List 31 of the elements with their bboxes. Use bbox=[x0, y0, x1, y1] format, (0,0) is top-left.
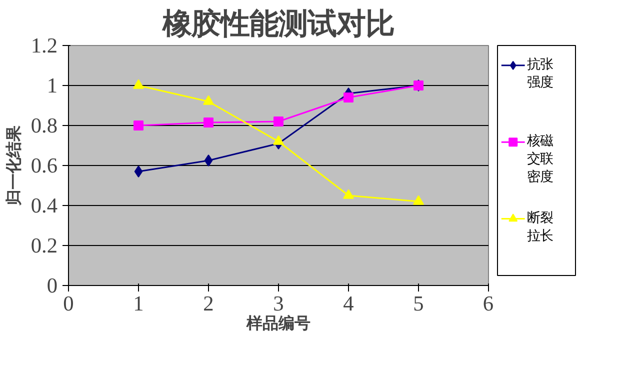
legend-label: 核磁交联密度 bbox=[526, 134, 554, 186]
x-tick-label: 5 bbox=[413, 292, 424, 316]
y-tick-label: 0.6 bbox=[30, 154, 58, 178]
y-tick-label: 0.2 bbox=[30, 234, 58, 258]
x-tick-label: 3 bbox=[273, 292, 284, 316]
point bbox=[134, 166, 143, 178]
point bbox=[344, 92, 354, 102]
y-tick-label: 1.2 bbox=[30, 34, 58, 58]
x-tick-label: 6 bbox=[482, 292, 494, 316]
y-tick-label: 0.8 bbox=[30, 114, 58, 138]
point bbox=[343, 189, 354, 199]
x-tick-label: 0 bbox=[63, 292, 74, 316]
legend-label: 断裂拉长 bbox=[527, 210, 554, 244]
point bbox=[273, 135, 284, 145]
x-tick-label: 1 bbox=[133, 292, 144, 316]
point bbox=[274, 116, 284, 126]
x-tick-label: 4 bbox=[343, 292, 354, 316]
y-tick-label: 0 bbox=[46, 274, 58, 298]
legend-label: 抗张强度 bbox=[527, 57, 554, 90]
chart-title: 橡胶性能测试对比 bbox=[162, 8, 394, 40]
point bbox=[133, 79, 144, 89]
y-axis-title: 归一化结果 bbox=[4, 124, 23, 206]
point bbox=[203, 95, 214, 105]
y-tick-label: 1 bbox=[46, 74, 58, 98]
point bbox=[413, 195, 424, 205]
x-axis-title: 样品编号 bbox=[246, 314, 310, 332]
y-tick-label: 0.4 bbox=[30, 194, 58, 218]
point bbox=[204, 154, 213, 166]
point bbox=[134, 120, 144, 130]
point bbox=[204, 118, 214, 128]
x-tick-label: 2 bbox=[203, 292, 214, 316]
